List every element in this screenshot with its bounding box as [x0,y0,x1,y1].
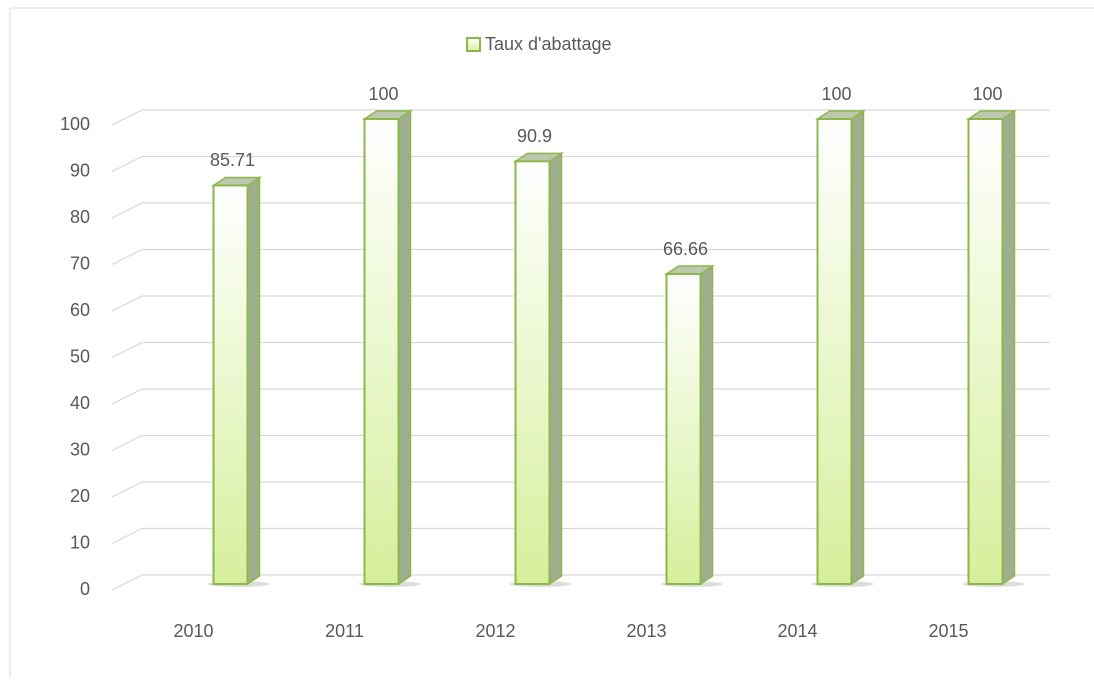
grid-line [111,481,1050,498]
grid-line [111,574,1050,591]
y-tick-label: 0 [80,579,90,599]
grid-line [111,202,1050,219]
grid-line [111,527,1050,545]
bar-side [1001,109,1016,586]
data-label: 100 [972,84,1002,104]
data-label: 90.9 [517,126,552,146]
bar [665,273,702,585]
x-tick-label: 2014 [777,621,817,641]
y-tick-label: 90 [70,160,90,180]
legend-swatch [466,37,481,52]
x-tick-label: 2013 [626,621,666,641]
grid-line [111,295,1050,312]
grid-line [111,434,1050,452]
bar-side [699,264,714,586]
data-label: 100 [821,84,851,104]
x-tick-label: 2012 [475,621,515,641]
bar-side [246,176,261,586]
data-label: 100 [368,84,398,104]
y-tick-label: 40 [70,393,90,413]
y-tick-label: 60 [70,300,90,320]
grid-line [111,341,1050,359]
bar [212,184,249,586]
grid-line [111,109,1050,126]
bar [514,160,551,585]
grid-line [111,248,1050,266]
data-label: 85.71 [210,150,255,170]
x-tick-label: 2010 [173,621,213,641]
y-tick-label: 80 [70,207,90,227]
bar-side [548,151,563,586]
grid-line [111,155,1050,173]
data-label: 66.66 [663,239,708,259]
bar-side [850,109,865,586]
bar [363,118,400,585]
y-tick-label: 30 [70,439,90,459]
bar-side [397,109,412,586]
legend-label: Taux d'abattage [485,34,612,54]
y-tick-label: 10 [70,532,90,552]
grid-line [111,388,1050,405]
y-tick-label: 50 [70,346,90,366]
x-tick-label: 2015 [928,621,968,641]
x-tick-label: 2011 [325,621,364,641]
y-tick-label: 100 [60,114,90,134]
y-tick-label: 70 [70,253,90,273]
y-tick-label: 20 [70,486,90,506]
bar [967,118,1004,585]
legend: Taux d'abattage [466,34,612,54]
bar [816,118,853,585]
